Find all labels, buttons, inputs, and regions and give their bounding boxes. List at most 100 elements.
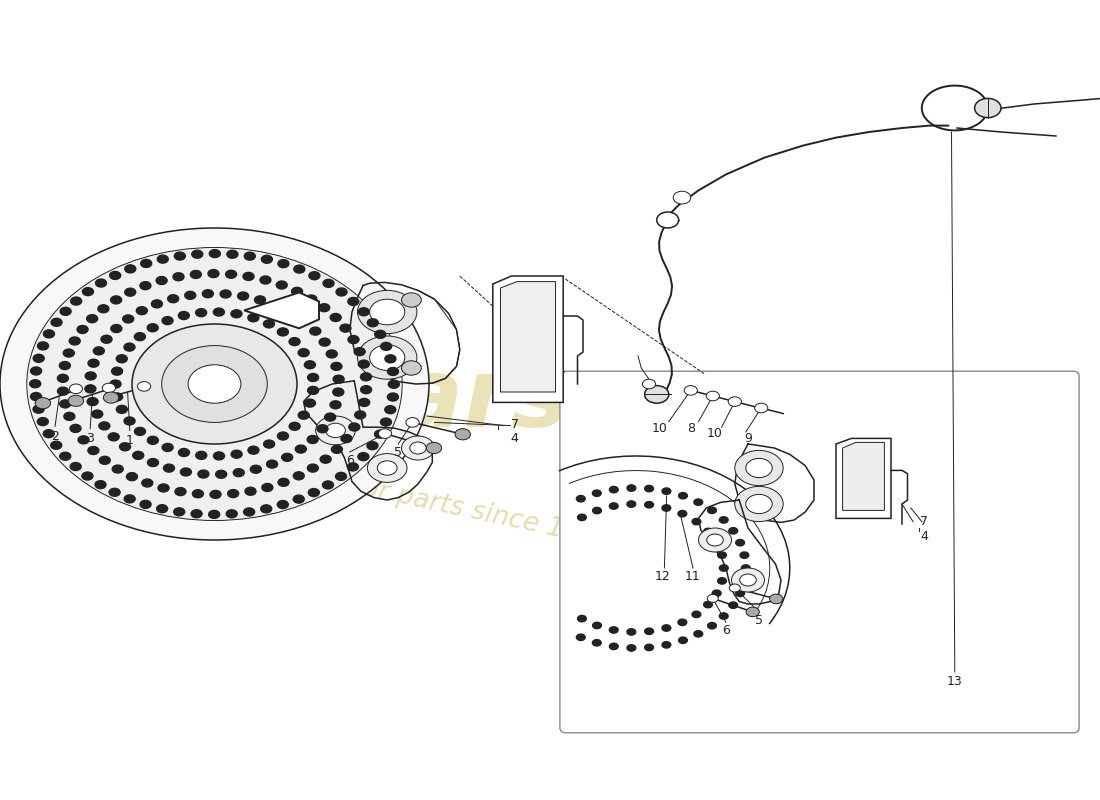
Circle shape (26, 247, 403, 521)
Circle shape (746, 494, 772, 514)
Circle shape (190, 270, 201, 278)
Circle shape (238, 292, 249, 300)
Circle shape (37, 418, 48, 426)
Circle shape (244, 252, 255, 260)
Circle shape (111, 393, 122, 401)
Circle shape (719, 565, 728, 571)
Circle shape (348, 298, 359, 306)
Circle shape (706, 534, 724, 546)
Circle shape (162, 443, 173, 451)
Circle shape (298, 349, 309, 357)
Circle shape (111, 325, 122, 333)
Circle shape (378, 429, 392, 438)
Circle shape (627, 645, 636, 651)
Circle shape (746, 458, 772, 478)
Circle shape (51, 442, 62, 450)
Circle shape (609, 486, 618, 493)
Text: 9: 9 (744, 432, 752, 445)
Circle shape (276, 281, 287, 289)
Circle shape (98, 305, 109, 313)
Text: 7: 7 (510, 418, 519, 430)
Circle shape (277, 432, 288, 440)
Circle shape (111, 367, 122, 375)
Circle shape (336, 288, 346, 296)
Circle shape (645, 502, 653, 508)
Circle shape (196, 309, 207, 317)
Circle shape (292, 287, 302, 295)
Circle shape (180, 468, 191, 476)
Circle shape (124, 417, 135, 425)
Circle shape (746, 607, 759, 617)
Circle shape (85, 385, 96, 393)
Circle shape (31, 393, 42, 401)
Circle shape (120, 442, 131, 450)
Circle shape (358, 453, 368, 461)
Circle shape (361, 373, 372, 381)
Circle shape (196, 451, 207, 459)
Text: 6: 6 (345, 454, 354, 466)
Text: 7: 7 (920, 515, 928, 528)
Circle shape (88, 446, 99, 454)
Circle shape (95, 481, 106, 489)
Circle shape (202, 290, 213, 298)
Circle shape (770, 594, 783, 604)
Circle shape (167, 294, 178, 302)
Circle shape (694, 630, 703, 637)
Circle shape (198, 470, 209, 478)
Circle shape (306, 295, 317, 303)
Circle shape (739, 574, 757, 586)
Circle shape (387, 367, 398, 375)
Circle shape (126, 473, 138, 481)
Circle shape (740, 552, 749, 558)
Text: 13: 13 (947, 675, 962, 688)
Circle shape (388, 380, 399, 388)
Circle shape (68, 395, 84, 406)
Circle shape (578, 514, 586, 521)
Text: 3: 3 (86, 432, 95, 445)
Circle shape (317, 425, 328, 433)
Circle shape (70, 462, 81, 470)
Circle shape (719, 613, 728, 619)
Circle shape (294, 472, 305, 480)
Circle shape (330, 314, 341, 322)
Circle shape (210, 490, 221, 498)
Circle shape (245, 487, 256, 495)
Circle shape (191, 510, 202, 518)
Circle shape (162, 317, 173, 325)
Polygon shape (843, 442, 884, 510)
Circle shape (260, 276, 271, 284)
Circle shape (678, 510, 686, 517)
Circle shape (692, 611, 701, 618)
Circle shape (348, 335, 359, 343)
Circle shape (209, 250, 220, 258)
Circle shape (285, 309, 296, 317)
Circle shape (627, 485, 636, 491)
Circle shape (593, 622, 602, 629)
Circle shape (227, 250, 238, 258)
Circle shape (305, 399, 316, 407)
Circle shape (375, 330, 386, 338)
Circle shape (117, 406, 128, 414)
Circle shape (124, 495, 135, 503)
Circle shape (455, 429, 471, 440)
Circle shape (282, 454, 293, 462)
Circle shape (233, 469, 244, 477)
Circle shape (732, 568, 764, 592)
Circle shape (88, 359, 99, 367)
Circle shape (320, 455, 331, 463)
Circle shape (305, 361, 316, 369)
Circle shape (717, 578, 726, 584)
Circle shape (43, 430, 54, 438)
Circle shape (124, 265, 135, 273)
Circle shape (59, 400, 70, 408)
Circle shape (277, 501, 288, 509)
Circle shape (327, 350, 338, 358)
Circle shape (308, 489, 319, 497)
Circle shape (262, 483, 273, 491)
Circle shape (157, 255, 168, 263)
Circle shape (645, 628, 653, 634)
Circle shape (156, 277, 167, 285)
Circle shape (359, 308, 370, 316)
Circle shape (173, 273, 184, 281)
Circle shape (51, 318, 62, 326)
